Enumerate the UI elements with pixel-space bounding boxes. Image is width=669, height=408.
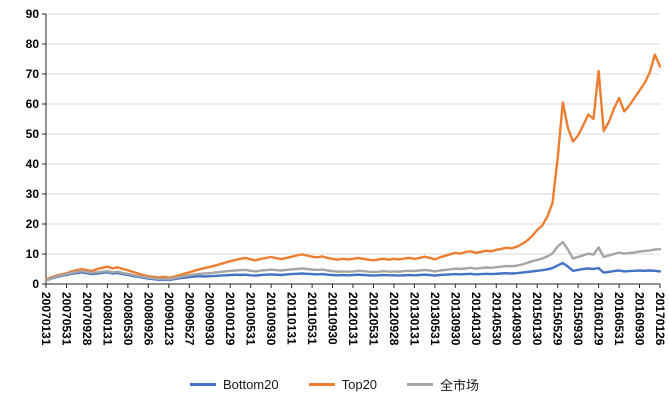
x-tick-label: 20100930 [264,292,278,346]
x-tick-label: 20150130 [530,292,544,346]
x-tick-label: 20100531 [244,292,258,346]
legend-label-allmarket: 全市场 [440,377,480,393]
x-tick-label: 20120131 [346,292,360,346]
x-tick-label: 20130531 [428,292,442,346]
series-line-1 [44,53,662,281]
x-tick-label: 20160531 [612,292,626,346]
allmarket-line-swatch [407,382,434,386]
y-tick-label: 90 [26,7,40,21]
x-tick-label: 20160129 [592,292,606,346]
x-tick-label: 20120928 [387,292,401,346]
y-tick-label: 50 [26,127,40,141]
x-tick-label: 20130930 [448,292,462,346]
y-tick-label: 60 [26,97,40,111]
legend-item-allmarket: 全市场 [407,375,479,394]
x-tick-label: 20070131 [39,292,53,346]
x-tick-label: 20150529 [551,292,565,346]
x-tick-label: 20070531 [60,292,74,346]
x-tick-label: 20140930 [510,292,524,346]
chart-legend: Bottom20 Top20 全市场 [0,360,669,408]
x-tick-label: 20110131 [285,292,299,345]
x-tick-label: 20150930 [571,292,585,346]
x-tick-label: 20170126 [653,292,667,346]
y-tick-label: 20 [26,217,40,231]
y-tick-label: 30 [26,187,40,201]
x-tick-label: 20080131 [100,292,114,346]
y-tick-label: 40 [26,157,40,171]
bottom20-line-swatch [189,382,216,386]
x-tick-label: 20080926 [141,292,155,346]
chart-plot-area: 0 10 20 30 40 50 60 70 80 90 20070131 20070531 20070… [26,7,667,346]
x-tick-label: 20090123 [162,292,176,346]
x-tick-label: 20110531 [305,292,319,345]
legend-item-top20: Top20 [308,376,378,392]
y-tick-label: 10 [26,247,40,261]
x-tick-label: 20160930 [633,292,647,346]
y-tick-label: 0 [32,277,39,291]
x-tick-label: 20070928 [80,292,94,346]
legend-item-bottom20: Bottom20 [189,376,279,392]
x-tick-label: 20100129 [223,292,237,346]
y-tick-label: 80 [26,37,40,51]
x-tick-label: 20130131 [407,292,421,346]
legend-label-top20: Top20 [341,376,378,392]
top20-line-swatch [308,382,335,386]
legend-label-bottom20: Bottom20 [222,376,279,392]
x-tick-label: 20090930 [203,292,217,346]
x-tick-label: 20110930 [326,292,340,345]
x-tick-label: 20140130 [469,292,483,346]
x-tick-label: 20120531 [367,292,381,346]
series-line-2 [44,240,662,282]
x-tick-label: 20080530 [121,292,135,346]
x-tick-label: 20140530 [489,292,503,346]
y-tick-label: 70 [26,67,40,81]
x-tick-label: 20090527 [182,292,196,346]
